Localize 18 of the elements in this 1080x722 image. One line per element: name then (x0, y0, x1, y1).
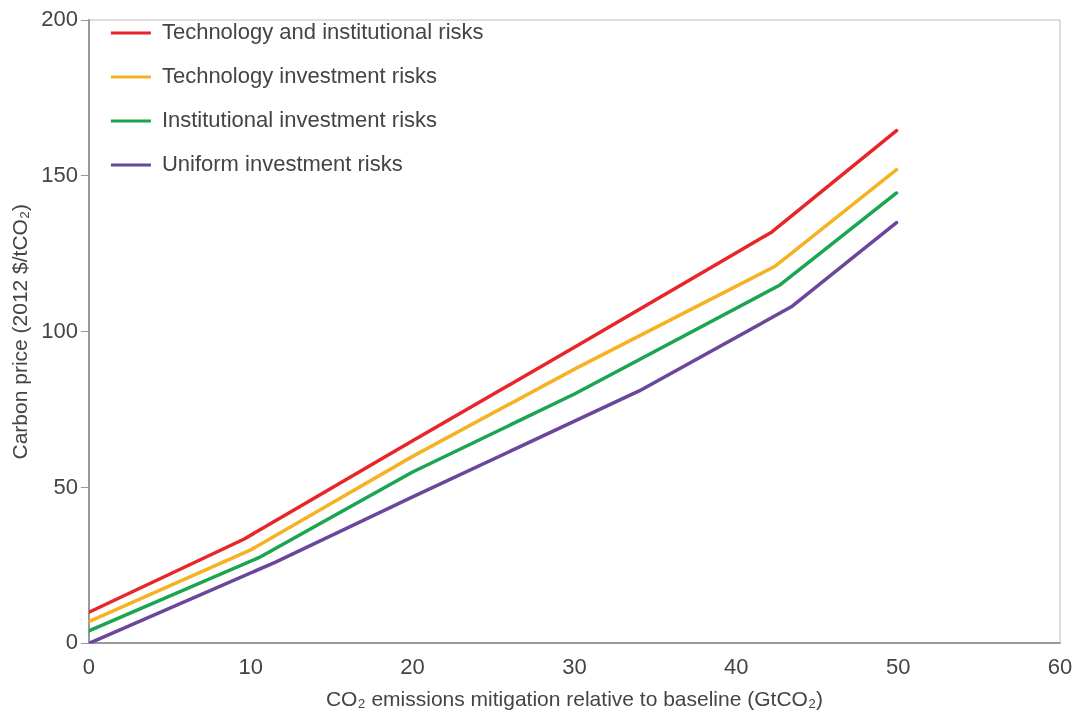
x-axis-title: CO₂ emissions mitigation relative to baseline (GtCO₂) (325, 687, 824, 711)
legend-label: Institutional investment risks (161, 107, 438, 133)
y-tick-label: 150 (41, 161, 78, 187)
x-tick-label: 40 (724, 653, 749, 679)
x-tick-label: 60 (1047, 653, 1073, 679)
y-tick-label: 100 (41, 317, 78, 343)
y-tick-label: 0 (65, 629, 78, 655)
legend-label: Technology and institutional risks (161, 19, 484, 45)
y-axis-title: Carbon price (2012 $/tCO₂) (8, 203, 32, 460)
x-tick-label: 30 (562, 653, 587, 679)
x-tick-label: 0 (82, 653, 96, 679)
y-tick-label: 200 (41, 6, 78, 32)
x-tick-label: 50 (885, 653, 911, 679)
x-tick-label: 10 (238, 653, 263, 679)
y-tick-label: 50 (53, 473, 78, 499)
x-tick-label: 20 (400, 653, 425, 679)
legend-label: Uniform investment risks (161, 151, 403, 177)
legend-label: Technology investment risks (161, 63, 438, 89)
